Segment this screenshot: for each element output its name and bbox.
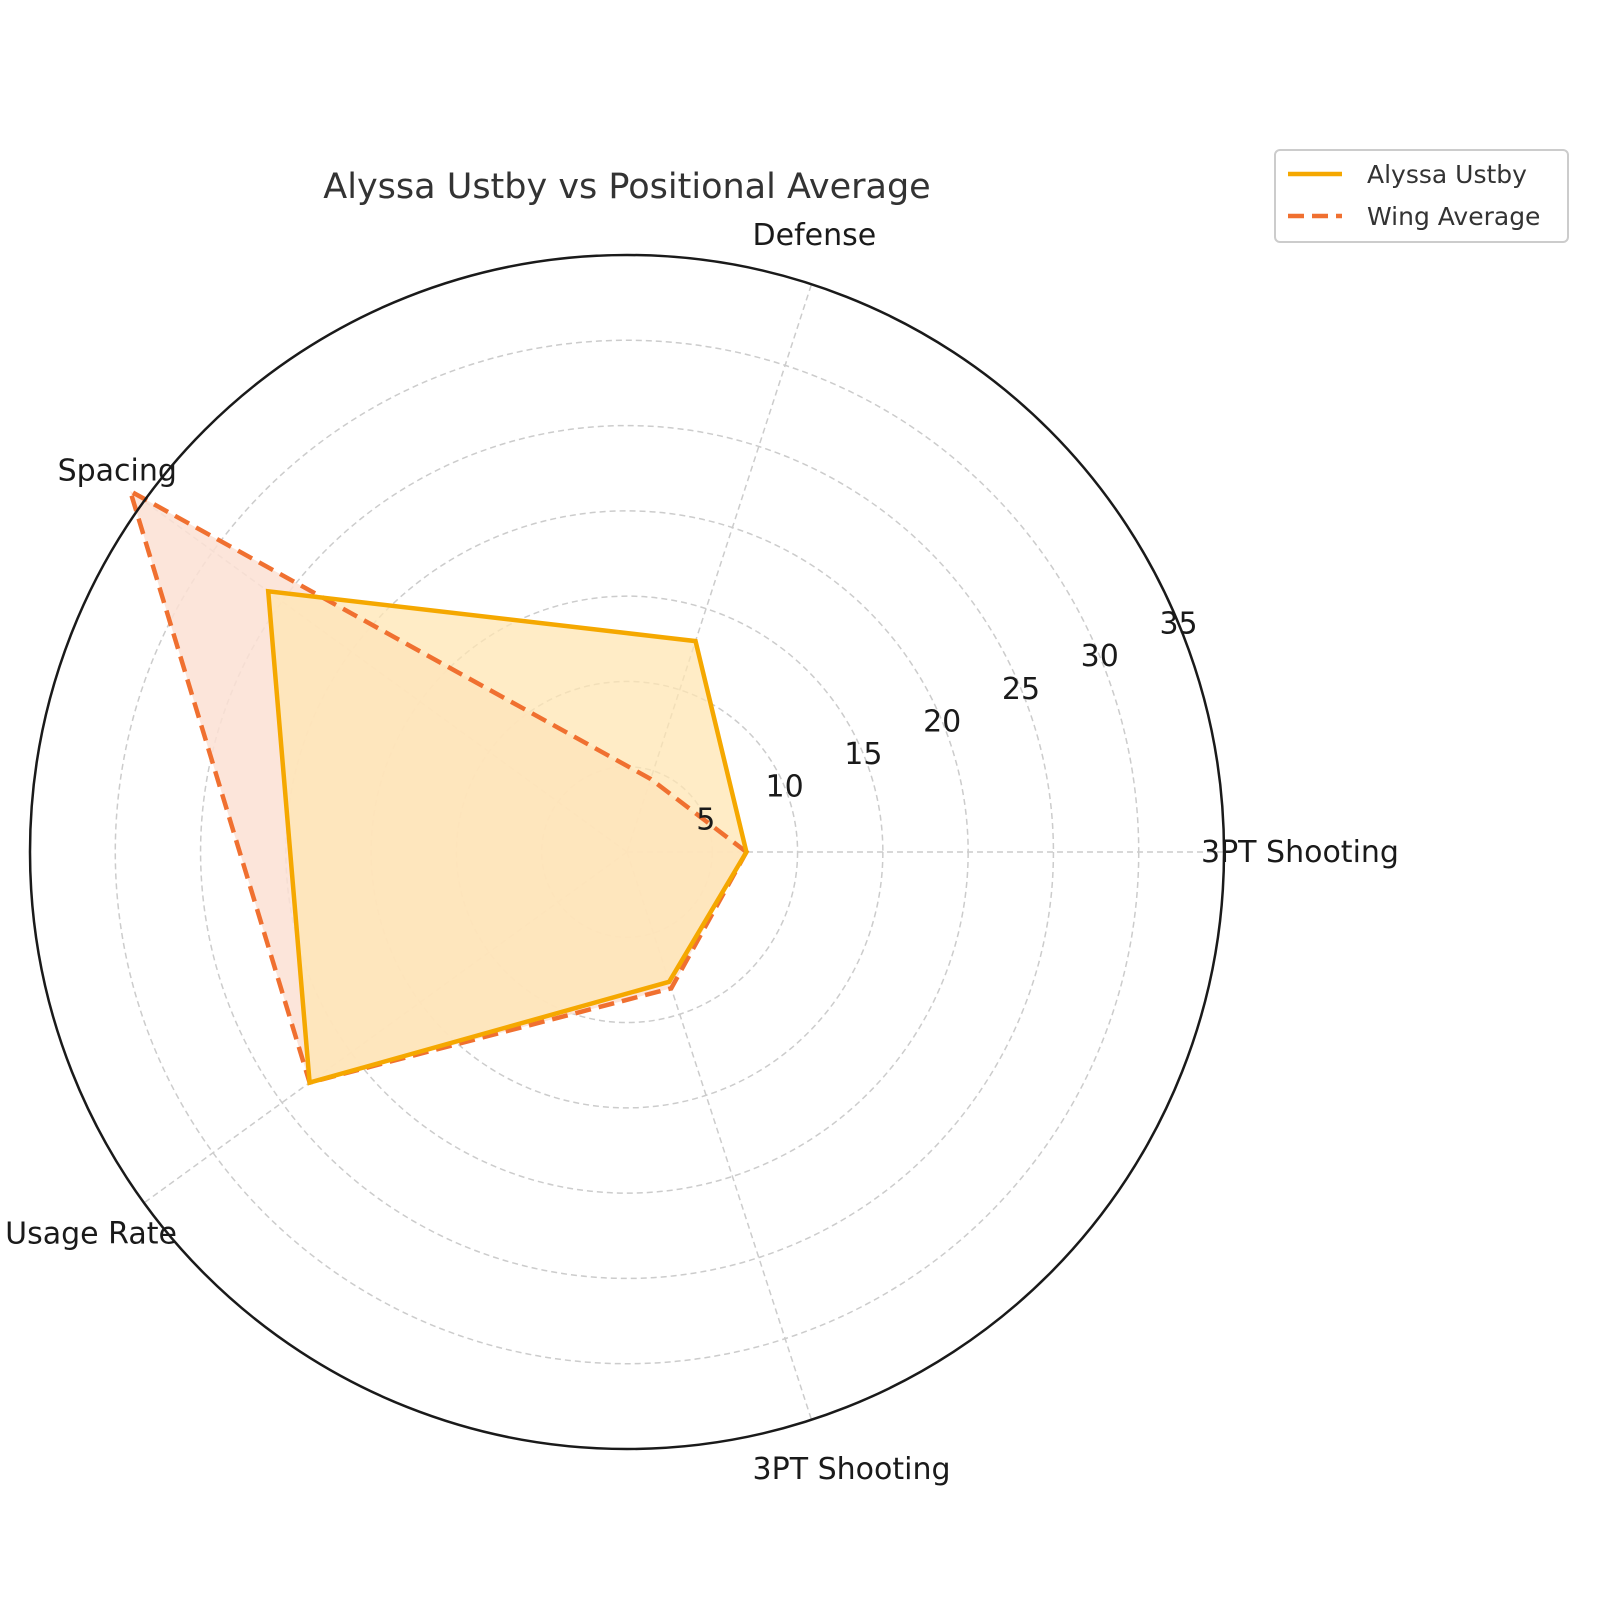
grid-circle-25	[199, 424, 1055, 1280]
tick-label-25: 25	[1002, 672, 1040, 707]
tick-label-30: 30	[1081, 639, 1119, 674]
series-line-0	[265, 588, 749, 1086]
outer-frame	[28, 253, 1226, 1451]
legend-label-alyssa-ustby: Alyssa Ustby	[1367, 160, 1527, 189]
axis-label-1: Defense	[753, 218, 877, 253]
axis-label-3: Usage Rate	[5, 1216, 177, 1251]
legend-label-wing-average: Wing Average	[1367, 202, 1540, 231]
series-fills	[130, 491, 747, 1083]
series-lines	[126, 486, 750, 1086]
tick-label-5: 5	[696, 802, 715, 837]
chart-title: Alyssa Ustby vs Positional Average	[323, 167, 930, 207]
radial-tick-labels: 5 10 15 20 25 30 35	[696, 607, 1197, 838]
axis-label-2: Spacing	[58, 454, 177, 489]
axis-label-0: 3PT Shooting	[1201, 835, 1399, 870]
axis-label-4: 3PT Shooting	[753, 1452, 951, 1487]
tick-label-15: 15	[844, 737, 882, 772]
legend: Alyssa Ustby Wing Average	[1274, 149, 1569, 243]
axis-labels: 3PT Shooting Defense Spacing Usage Rate 3PT …	[5, 218, 1399, 1487]
legend-frame	[1274, 149, 1569, 243]
series-line-1	[126, 486, 750, 1086]
tick-label-20: 20	[923, 704, 961, 739]
tick-label-35: 35	[1159, 607, 1197, 642]
series-fill-0	[268, 591, 747, 1083]
tick-label-10: 10	[765, 770, 803, 805]
